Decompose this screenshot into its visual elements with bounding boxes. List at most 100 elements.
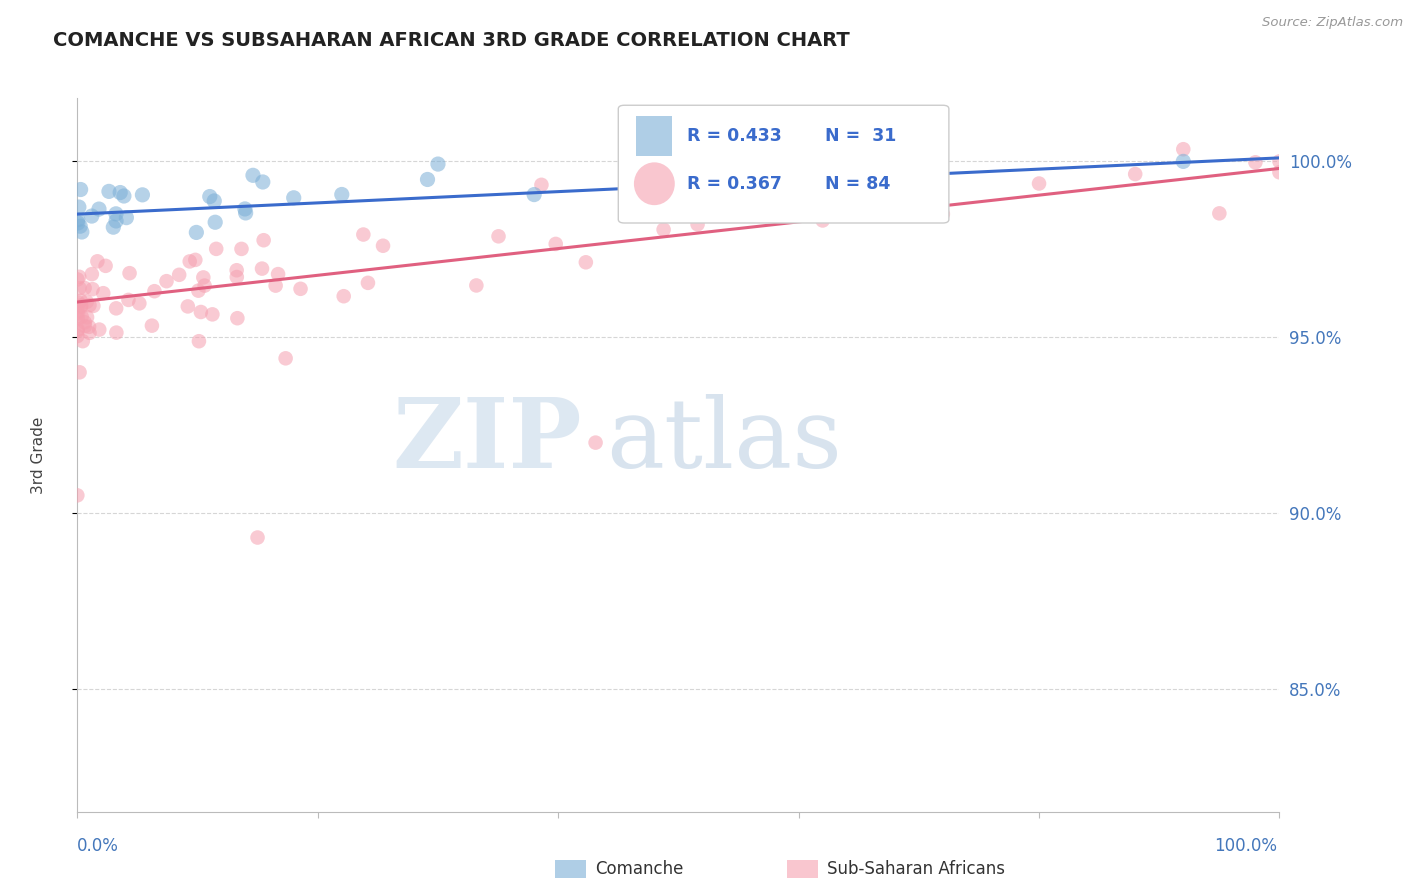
Point bbox=[252, 175, 274, 189]
Text: atlas: atlas bbox=[606, 393, 842, 488]
Point bbox=[66, 304, 89, 318]
Point bbox=[932, 207, 955, 221]
Point bbox=[264, 278, 287, 293]
Text: N =  31: N = 31 bbox=[825, 127, 897, 145]
Text: 100.0%: 100.0% bbox=[1213, 837, 1277, 855]
Point bbox=[66, 324, 89, 338]
Point bbox=[233, 202, 256, 216]
Point bbox=[246, 531, 269, 545]
Point bbox=[274, 351, 297, 366]
Point bbox=[253, 233, 276, 247]
Point bbox=[67, 200, 90, 214]
Point bbox=[267, 267, 290, 281]
Point bbox=[283, 191, 305, 205]
Point bbox=[488, 229, 510, 244]
Point bbox=[371, 239, 394, 253]
Point bbox=[117, 293, 139, 307]
Point bbox=[225, 263, 247, 277]
Point bbox=[66, 212, 89, 227]
Point bbox=[87, 202, 110, 216]
Point bbox=[1123, 167, 1146, 181]
Point bbox=[69, 293, 91, 308]
Point bbox=[1268, 165, 1291, 179]
Point bbox=[352, 227, 374, 242]
Point bbox=[67, 269, 90, 284]
Point bbox=[194, 278, 217, 293]
Point bbox=[86, 254, 108, 268]
Point bbox=[186, 226, 208, 240]
Point bbox=[67, 306, 90, 320]
Point bbox=[155, 274, 177, 288]
Point bbox=[190, 305, 212, 319]
Point bbox=[330, 187, 353, 202]
Text: 0.0%: 0.0% bbox=[77, 837, 120, 855]
Point bbox=[69, 182, 91, 196]
Point bbox=[73, 281, 96, 295]
Text: N = 84: N = 84 bbox=[825, 175, 890, 193]
Point bbox=[179, 254, 201, 268]
Point bbox=[69, 365, 91, 379]
Point bbox=[70, 298, 93, 312]
Text: Comanche: Comanche bbox=[595, 860, 683, 878]
Point bbox=[225, 270, 247, 285]
Point bbox=[575, 255, 598, 269]
Point bbox=[235, 206, 257, 220]
Point bbox=[332, 289, 354, 303]
Point bbox=[643, 186, 665, 200]
Point bbox=[73, 319, 96, 334]
Text: 3rd Grade: 3rd Grade bbox=[31, 417, 46, 493]
Point bbox=[66, 216, 89, 230]
Point bbox=[97, 185, 120, 199]
Text: COMANCHE VS SUBSAHARAN AFRICAN 3RD GRADE CORRELATION CHART: COMANCHE VS SUBSAHARAN AFRICAN 3RD GRADE… bbox=[53, 31, 851, 50]
Point bbox=[69, 219, 91, 234]
Point bbox=[82, 282, 104, 296]
Point bbox=[115, 211, 138, 225]
Point bbox=[131, 187, 153, 202]
Point bbox=[530, 178, 553, 192]
Point bbox=[1173, 142, 1195, 156]
Point bbox=[79, 298, 101, 312]
Point bbox=[105, 301, 128, 316]
Point bbox=[66, 312, 89, 326]
Point bbox=[80, 267, 103, 281]
Point bbox=[105, 326, 128, 340]
Point bbox=[82, 299, 104, 313]
Point bbox=[141, 318, 163, 333]
Point bbox=[523, 187, 546, 202]
Point bbox=[883, 178, 905, 193]
Point bbox=[187, 334, 209, 349]
Point bbox=[357, 276, 380, 290]
Point bbox=[652, 222, 675, 236]
FancyBboxPatch shape bbox=[619, 105, 949, 223]
Point bbox=[427, 157, 450, 171]
Point bbox=[585, 435, 607, 450]
Point bbox=[79, 326, 101, 340]
Point bbox=[66, 488, 89, 502]
Point bbox=[66, 272, 89, 286]
Point bbox=[77, 319, 100, 334]
Point bbox=[105, 214, 128, 228]
Point bbox=[143, 284, 166, 298]
Point bbox=[465, 278, 488, 293]
Point bbox=[811, 213, 834, 227]
Point bbox=[70, 310, 93, 324]
Point bbox=[76, 294, 98, 309]
Point bbox=[104, 207, 127, 221]
Point bbox=[686, 217, 709, 231]
Point bbox=[108, 186, 131, 200]
Bar bbox=[637, 116, 672, 155]
Point bbox=[201, 307, 224, 321]
Point bbox=[128, 296, 150, 310]
Point bbox=[91, 286, 114, 301]
Point bbox=[70, 300, 93, 314]
Text: Source: ZipAtlas.com: Source: ZipAtlas.com bbox=[1263, 16, 1403, 29]
Point bbox=[202, 194, 225, 208]
Point bbox=[177, 300, 200, 314]
Point bbox=[89, 322, 111, 336]
Point bbox=[198, 189, 221, 203]
Point bbox=[112, 189, 135, 203]
Point bbox=[69, 281, 91, 295]
Point bbox=[103, 220, 125, 235]
Text: ZIP: ZIP bbox=[392, 393, 582, 488]
Point bbox=[231, 242, 253, 256]
